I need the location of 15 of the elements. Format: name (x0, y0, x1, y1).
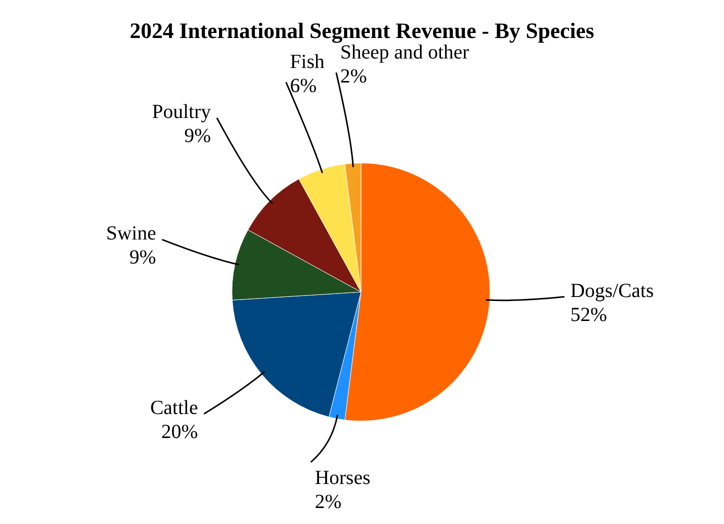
slice-label: Dogs/Cats (570, 280, 654, 302)
slice-label: Cattle (150, 396, 198, 419)
slice-label: Poultry (152, 100, 211, 123)
data-label: 20% (161, 420, 198, 443)
data-label: 9% (129, 246, 156, 269)
data-label: 2% (314, 491, 342, 514)
data-label: 9% (184, 124, 211, 147)
slice-label: Horses (314, 467, 371, 490)
data-label: 2% (340, 66, 367, 88)
slice-label: Fish (290, 51, 324, 74)
data-label: 52% (570, 304, 608, 326)
chart-title: 2024 International Segment Revenue - By Species (130, 18, 595, 43)
data-label: 6% (290, 75, 317, 98)
slice-label: Sheep and other (340, 42, 470, 64)
slice-label: Swine (106, 222, 156, 245)
